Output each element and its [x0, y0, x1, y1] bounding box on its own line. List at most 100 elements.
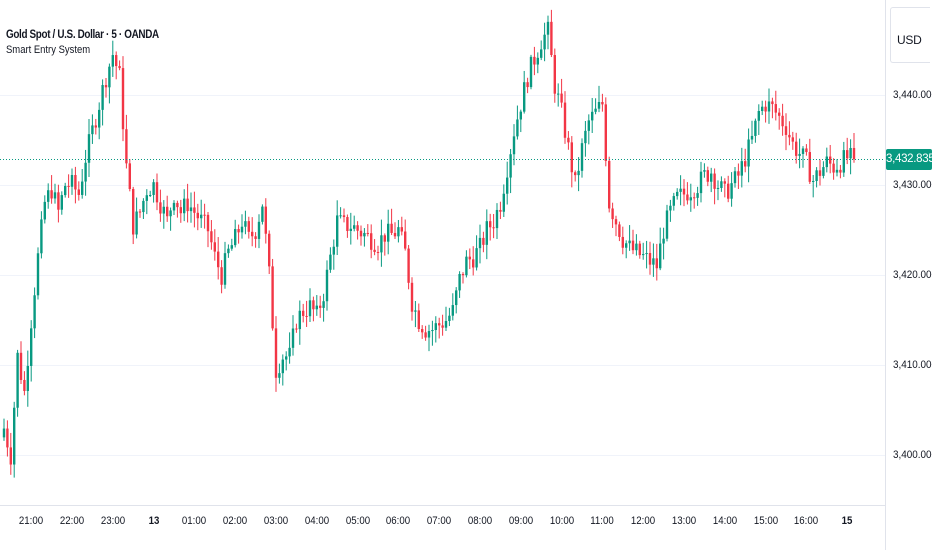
candle-body: [26, 365, 29, 391]
candle-body: [111, 55, 114, 67]
candle-body: [842, 150, 845, 173]
candle-body: [621, 236, 624, 248]
indicator-name[interactable]: Smart Entry System: [6, 44, 91, 56]
candle-body: [478, 237, 482, 249]
candle: [448, 307, 451, 327]
candle-body: [458, 273, 461, 291]
candle-body: [74, 175, 77, 190]
candle-body: [87, 134, 91, 163]
candle: [716, 180, 720, 201]
candle: [591, 97, 594, 133]
candle-body: [91, 125, 94, 135]
candle: [703, 163, 706, 178]
candle: [13, 401, 16, 478]
candle-body: [427, 331, 431, 338]
candle-body: [363, 232, 366, 237]
candle-body: [706, 170, 709, 182]
candle-body: [812, 181, 815, 183]
candle: [2, 418, 6, 441]
x-tick-label: 21:00: [19, 515, 44, 527]
candle: [489, 213, 492, 241]
candle-body: [94, 125, 97, 128]
candle-body: [121, 68, 125, 130]
candle: [268, 230, 271, 275]
symbol-title[interactable]: Gold Spot / U.S. Dollar · 5 · OANDA: [6, 29, 159, 41]
candle: [376, 245, 380, 261]
candle-body: [315, 305, 318, 310]
candle: [594, 98, 597, 115]
candle: [733, 167, 737, 188]
candle: [509, 148, 512, 194]
candle-body: [281, 359, 284, 374]
candle-body: [104, 85, 108, 88]
candle: [635, 234, 638, 256]
x-tick-label: 03:00: [263, 515, 289, 527]
candle: [604, 97, 607, 167]
candle: [417, 303, 420, 333]
candle: [757, 104, 760, 135]
candle: [584, 120, 587, 157]
candle-body: [166, 206, 169, 217]
candle-body: [737, 171, 740, 176]
candle-body: [580, 143, 584, 171]
candle: [142, 198, 145, 219]
candle: [648, 241, 652, 275]
candle-body: [421, 329, 424, 333]
candle-body: [723, 181, 726, 184]
grid-lines: [0, 95, 885, 456]
candle-body: [720, 181, 723, 188]
candle-body: [332, 246, 335, 255]
candle: [655, 243, 658, 281]
candle-body: [387, 223, 390, 242]
candle: [458, 271, 461, 298]
candle: [366, 224, 369, 237]
candle-body: [77, 189, 80, 195]
candle-body: [244, 221, 247, 227]
x-tick-label: 11:00: [590, 515, 615, 527]
candle-body: [553, 55, 556, 94]
candle: [546, 15, 550, 50]
candle: [740, 147, 743, 188]
candle-body: [781, 115, 784, 127]
candle: [846, 137, 849, 165]
y-tick-label: 3,440.000: [893, 88, 932, 101]
candle-body: [713, 173, 716, 189]
candle-body: [115, 55, 118, 67]
candle: [271, 258, 274, 331]
candle-body: [64, 185, 67, 196]
candle-body: [329, 254, 332, 270]
candle-body: [6, 428, 9, 448]
candle: [50, 175, 53, 204]
candle: [608, 156, 611, 213]
candle-body: [342, 215, 346, 218]
candle: [121, 56, 125, 142]
candle: [693, 192, 696, 209]
candle: [288, 332, 291, 364]
candle-body: [145, 195, 148, 201]
candle: [278, 363, 281, 384]
candle-body: [574, 172, 577, 176]
candle-body: [220, 267, 223, 285]
candle: [353, 215, 356, 232]
candle-body: [2, 428, 6, 438]
candle: [672, 192, 675, 211]
candle: [159, 189, 162, 222]
candle: [747, 128, 750, 183]
candle: [662, 227, 665, 260]
candle-body: [274, 328, 278, 378]
candle-body: [264, 206, 267, 234]
candle: [414, 300, 417, 328]
candle-body: [247, 221, 250, 232]
candle-body: [805, 148, 808, 153]
candle-body: [767, 101, 771, 112]
candle-body: [635, 243, 638, 251]
candle-body: [829, 156, 832, 164]
candle: [822, 161, 825, 179]
candle: [750, 120, 754, 144]
candle-body: [672, 196, 675, 206]
x-tick-label: 14:00: [712, 515, 737, 527]
candle: [533, 46, 536, 76]
candle: [70, 168, 74, 195]
currency-selector[interactable]: USD: [890, 7, 930, 63]
